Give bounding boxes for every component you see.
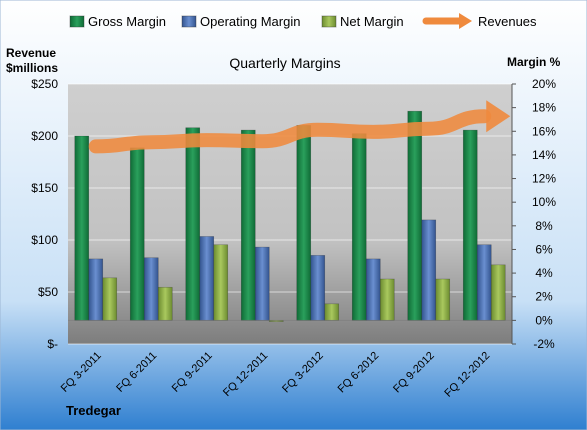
bar-operating-margin [365, 258, 381, 321]
right-tick-label: 8% [535, 219, 553, 233]
right-tick-label: 20% [532, 77, 556, 91]
bar-net-margin [490, 264, 506, 321]
revenue-arrow-head [486, 100, 511, 133]
legend-swatch [69, 15, 85, 28]
left-tick-label: $250 [31, 77, 58, 91]
revenue-line-path [88, 109, 492, 154]
legend-label: Net Margin [340, 14, 404, 29]
bar-net-margin [157, 286, 173, 321]
chart-title: Quarterly Margins [229, 55, 340, 71]
bar-net-margin [213, 244, 229, 321]
bar-operating-margin [310, 255, 326, 321]
right-tick-label: 2% [535, 290, 553, 304]
right-axis: 20% 18% 16% 14% 12% 10% 8% 6% 4% 2% 0% -2% [511, 77, 556, 351]
right-tick-label: 14% [532, 148, 556, 162]
bar-operating-margin [476, 244, 492, 321]
right-tick-label: -2% [533, 337, 555, 351]
legend-swatch [321, 15, 337, 28]
left-axis-title-line2: $millions [6, 61, 58, 75]
bar-operating-margin [143, 257, 159, 321]
legend-swatch [181, 15, 197, 28]
bar-operating-margin [199, 236, 215, 321]
legend-label: Gross Margin [88, 14, 166, 29]
bar-gross-margin [296, 125, 312, 321]
bar-gross-margin [462, 129, 478, 321]
bar-gross-margin [407, 110, 423, 321]
bar-operating-margin [88, 258, 104, 321]
left-tick-label: $200 [31, 129, 58, 143]
left-tick-label: $50 [38, 285, 58, 299]
right-tick-label: 10% [532, 195, 556, 209]
right-tick-label: 12% [532, 172, 556, 186]
revenue-line [88, 100, 511, 154]
bar-operating-margin [421, 219, 437, 321]
right-tick-label: 0% [535, 313, 553, 327]
legend-label: Revenues [478, 14, 537, 29]
legend-label: Operating Margin [200, 14, 300, 29]
right-tick-label: 18% [532, 101, 556, 115]
left-tick-label: $100 [31, 233, 58, 247]
company-label: Tredegar [66, 403, 121, 418]
left-tick-label: $- [47, 337, 58, 351]
right-tick-label: 16% [532, 124, 556, 138]
bar-net-margin [324, 303, 340, 321]
bar-gross-margin [185, 127, 201, 321]
bar-operating-margin [254, 246, 270, 321]
legend-swatch-arrow [459, 13, 472, 29]
legend: Gross Margin Operating Margin Net Margin Re… [69, 13, 537, 29]
left-axis: $250 $200 $150 $100 $50 $- [31, 77, 58, 351]
left-axis-title-line1: Revenue [6, 46, 56, 60]
left-tick-label: $150 [31, 181, 58, 195]
bar-series [68, 110, 512, 322]
right-tick-label: 4% [535, 266, 553, 280]
bar-gross-margin [129, 147, 145, 321]
bar-net-margin [102, 277, 118, 321]
bar-net-margin [379, 278, 395, 321]
bar-net-margin [435, 278, 451, 321]
bar-gross-margin [351, 133, 367, 321]
bar-gross-margin [240, 129, 256, 321]
right-tick-label: 6% [535, 242, 553, 256]
bar-gross-margin [74, 135, 90, 321]
right-axis-title: Margin % [507, 55, 561, 69]
